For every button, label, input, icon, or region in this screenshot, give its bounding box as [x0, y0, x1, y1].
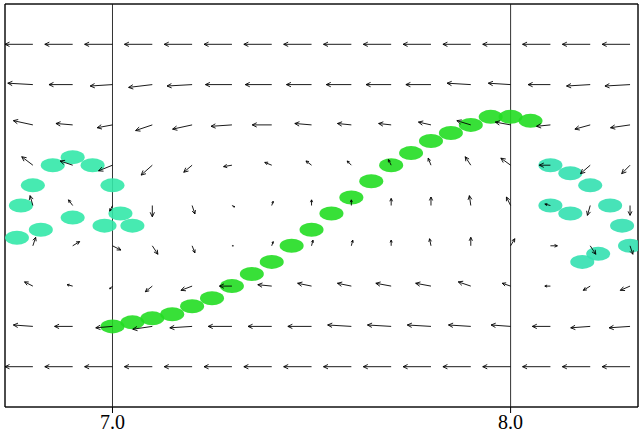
svg-text:8.0: 8.0: [498, 411, 523, 433]
svg-text:7.0: 7.0: [100, 411, 125, 433]
